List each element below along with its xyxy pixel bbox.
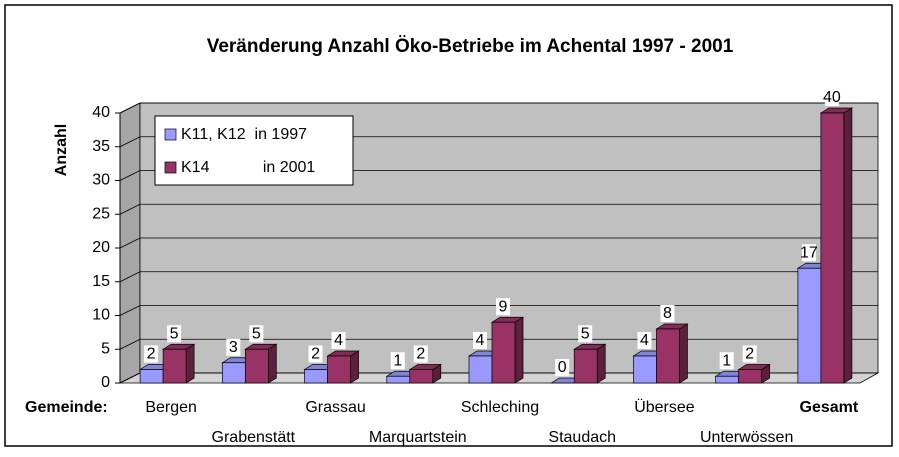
chart-title: Veränderung Anzahl Öko-Betriebe im Achen… — [207, 36, 734, 57]
data-label: 2 — [745, 346, 754, 363]
grid-line — [119, 305, 878, 316]
data-label-bg — [496, 298, 510, 316]
grid — [115, 102, 878, 384]
y-tick-label: 20 — [92, 239, 110, 256]
data-label: 17 — [800, 244, 818, 261]
x-tick-label: Unterwössen — [700, 429, 793, 446]
bar — [386, 375, 411, 384]
bar — [573, 348, 598, 384]
bar — [409, 369, 434, 384]
data-label: 9 — [499, 298, 508, 315]
data-label-bg — [660, 305, 675, 322]
data-label: 8 — [663, 305, 672, 322]
data-label: 3 — [229, 339, 238, 356]
bar-side — [843, 107, 853, 384]
bar — [139, 369, 164, 384]
data-label: 4 — [334, 332, 343, 349]
legend-swatch — [164, 128, 177, 141]
data-label: 5 — [252, 325, 261, 342]
data-label-bg — [331, 332, 346, 349]
bar — [820, 112, 845, 384]
y-tick-label: 40 — [92, 104, 110, 121]
bar-side — [267, 343, 277, 384]
bar — [633, 355, 657, 384]
bar — [491, 321, 516, 384]
data-label: 5 — [581, 325, 590, 342]
legend: K11, K12 in 1997 K14 in 2001 — [154, 115, 354, 186]
bar-side — [679, 323, 688, 384]
data-label-bg — [390, 352, 405, 370]
y-axis-label: Anzahl — [53, 124, 70, 176]
bar — [715, 375, 740, 384]
data-label-bg — [578, 325, 593, 343]
bar — [738, 369, 763, 384]
data-label-bg — [167, 325, 182, 343]
data-label: 2 — [416, 346, 425, 363]
data-label-bg — [144, 345, 159, 363]
data-label-bg — [473, 332, 487, 349]
x-tick-label: Schleching — [461, 399, 539, 416]
data-label: 4 — [640, 332, 649, 349]
bar — [797, 267, 822, 384]
grid-line — [119, 170, 878, 181]
y-tick-label: 0 — [101, 374, 110, 391]
bar — [162, 348, 187, 384]
x-tick-label: Gesamt — [800, 399, 859, 416]
bar — [656, 328, 680, 384]
grid-line — [119, 338, 878, 350]
data-label: 2 — [147, 346, 156, 363]
data-label: 1 — [393, 352, 402, 369]
x-tick-label: Übersee — [634, 398, 695, 416]
bar — [468, 355, 493, 384]
grid-line — [119, 271, 878, 283]
data-label: 5 — [170, 325, 179, 342]
y-tick-label: 25 — [92, 205, 110, 222]
legend-box — [154, 115, 354, 186]
data-label: 2 — [311, 346, 320, 363]
legend-label: K14 in 2001 — [181, 159, 315, 176]
bar — [244, 348, 269, 384]
grid-line — [119, 102, 878, 114]
bar-side — [350, 350, 359, 384]
bar-side — [514, 316, 524, 384]
data-label-bg — [719, 352, 734, 370]
data-label-bg — [226, 338, 241, 356]
bar — [327, 355, 351, 384]
legend-label: K11, K12 in 1997 — [181, 126, 307, 143]
data-label-bg — [824, 89, 839, 106]
x-tick-label: Staudach — [548, 429, 616, 446]
y-tick-label: 5 — [101, 340, 110, 357]
y-tick-label: 15 — [92, 273, 110, 290]
data-label-bg — [637, 332, 652, 349]
grid-line — [119, 136, 878, 148]
data-label-bg — [413, 345, 428, 363]
bar — [304, 369, 328, 384]
y-tick-label: 30 — [92, 172, 110, 189]
data-label-bg — [249, 325, 264, 343]
data-label-bg — [742, 345, 757, 363]
x-tick-label: Grassau — [305, 399, 365, 416]
data-label: 1 — [722, 352, 731, 369]
y-tick-label: 35 — [92, 138, 110, 155]
x-tick-label: Grabenstätt — [212, 429, 296, 446]
data-label: 4 — [476, 332, 485, 349]
data-label-bg — [555, 359, 570, 376]
grid-line — [119, 237, 878, 249]
bar-side — [596, 343, 606, 384]
x-tick-label: Bergen — [145, 399, 197, 416]
legend-swatch — [164, 161, 177, 174]
bar — [221, 362, 246, 384]
grid-line — [119, 203, 878, 215]
bar-side — [185, 343, 195, 384]
y-tick-label: 10 — [92, 307, 110, 324]
x-axis-label: Gemeinde: — [25, 399, 108, 416]
x-tick-label: Marquartstein — [369, 429, 467, 446]
data-label: 0 — [558, 359, 567, 376]
data-label-bg — [801, 244, 816, 262]
data-label-bg — [308, 345, 323, 363]
data-label: 40 — [823, 89, 841, 106]
